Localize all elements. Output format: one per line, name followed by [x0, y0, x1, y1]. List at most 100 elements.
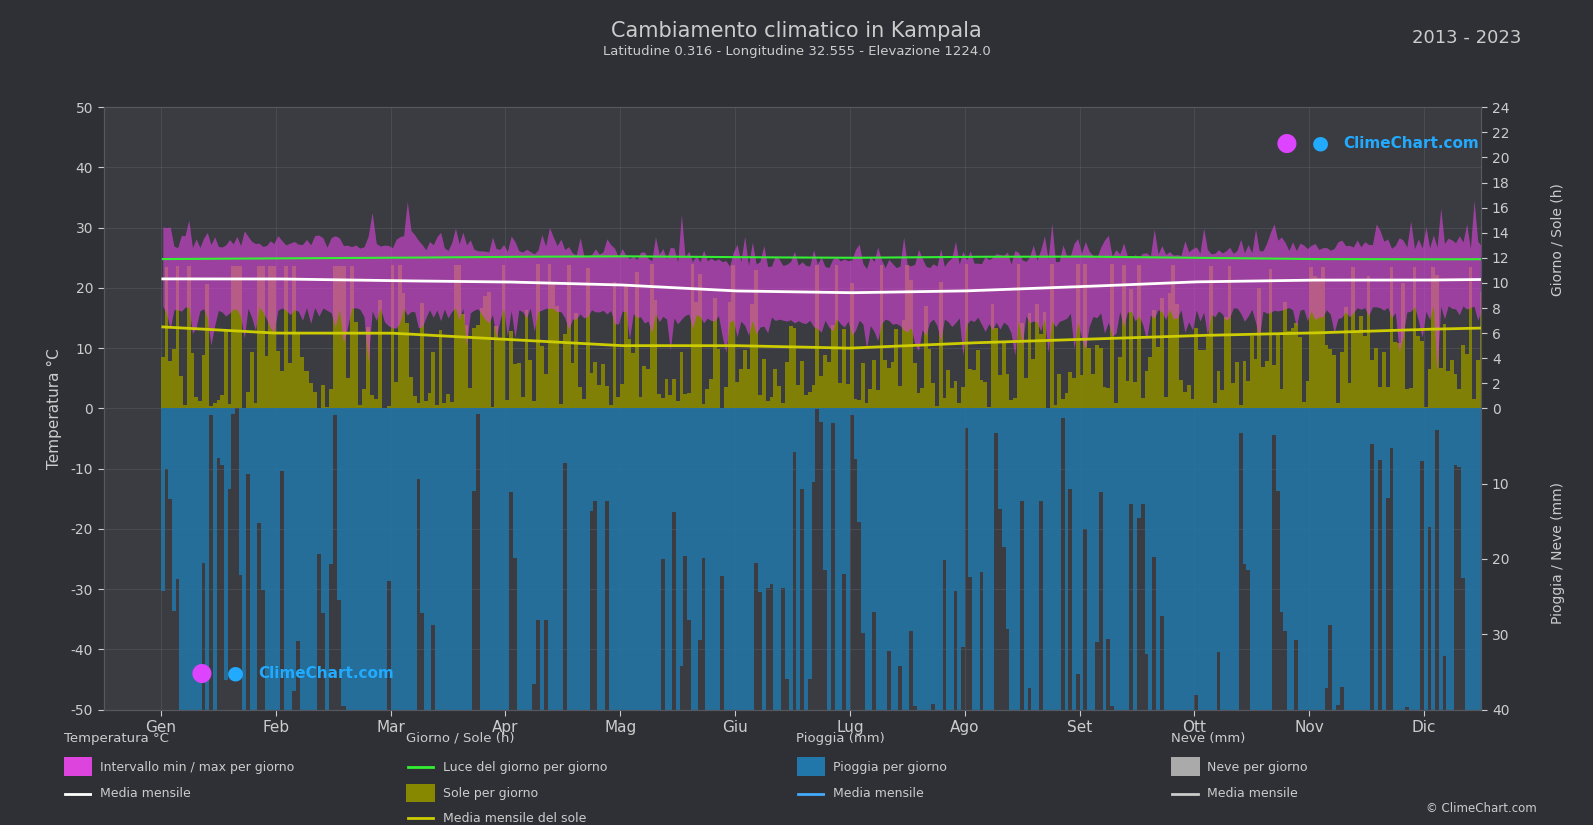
- Bar: [1424, 407, 1427, 408]
- Bar: [1450, 361, 1454, 408]
- Bar: [586, 408, 589, 825]
- Bar: [1458, 408, 1461, 467]
- Bar: [932, 383, 935, 408]
- Bar: [548, 264, 551, 408]
- Bar: [1413, 266, 1416, 408]
- Bar: [620, 408, 624, 825]
- Bar: [1107, 408, 1110, 639]
- Bar: [540, 408, 543, 825]
- Bar: [969, 369, 972, 408]
- Bar: [720, 408, 723, 576]
- Bar: [567, 265, 570, 408]
- Bar: [256, 266, 261, 408]
- Bar: [1480, 408, 1483, 825]
- Bar: [1351, 408, 1356, 754]
- Bar: [261, 408, 264, 590]
- Bar: [1343, 307, 1348, 408]
- Bar: [1223, 408, 1228, 825]
- Bar: [1035, 408, 1039, 825]
- Bar: [916, 408, 921, 808]
- Bar: [532, 408, 537, 684]
- Bar: [717, 408, 720, 729]
- Bar: [642, 366, 647, 408]
- Bar: [1239, 405, 1243, 408]
- Bar: [1386, 387, 1389, 408]
- Bar: [935, 408, 938, 825]
- Bar: [421, 303, 424, 408]
- Bar: [1021, 408, 1024, 501]
- Bar: [946, 370, 949, 408]
- Bar: [597, 408, 601, 825]
- Bar: [1536, 408, 1539, 733]
- Text: Sole per giorno: Sole per giorno: [443, 787, 538, 800]
- Bar: [1491, 408, 1494, 757]
- Bar: [616, 408, 620, 825]
- Bar: [706, 389, 709, 408]
- Bar: [723, 408, 728, 825]
- Bar: [854, 399, 857, 408]
- Bar: [401, 294, 406, 408]
- Bar: [793, 328, 796, 408]
- Bar: [378, 408, 382, 825]
- Bar: [1002, 408, 1005, 548]
- Bar: [194, 408, 198, 825]
- Bar: [312, 408, 317, 825]
- Bar: [346, 378, 349, 408]
- Bar: [256, 408, 261, 523]
- Bar: [1217, 371, 1220, 408]
- Bar: [1088, 347, 1091, 408]
- Bar: [728, 302, 731, 408]
- Bar: [1273, 408, 1276, 435]
- Bar: [468, 408, 472, 825]
- Bar: [1133, 408, 1137, 825]
- Bar: [913, 363, 916, 408]
- Bar: [717, 349, 720, 408]
- Bar: [1329, 349, 1332, 408]
- Bar: [264, 356, 268, 408]
- Bar: [894, 329, 898, 408]
- Bar: [562, 334, 567, 408]
- Bar: [913, 408, 916, 706]
- Bar: [416, 403, 421, 408]
- Bar: [868, 389, 871, 408]
- Bar: [647, 408, 650, 825]
- Bar: [832, 325, 835, 408]
- Bar: [247, 408, 250, 474]
- Bar: [1268, 269, 1273, 408]
- Bar: [465, 408, 468, 825]
- Bar: [239, 266, 242, 408]
- Bar: [330, 408, 333, 564]
- Bar: [1284, 408, 1287, 631]
- Bar: [1083, 408, 1088, 530]
- Bar: [898, 386, 902, 408]
- Bar: [1446, 371, 1450, 408]
- Bar: [1386, 408, 1389, 497]
- Bar: [401, 408, 406, 825]
- Bar: [624, 408, 628, 825]
- Bar: [943, 398, 946, 408]
- Bar: [706, 408, 709, 825]
- Bar: [338, 408, 341, 601]
- Text: Media mensile: Media mensile: [833, 787, 924, 800]
- Bar: [578, 387, 581, 408]
- Bar: [988, 407, 991, 408]
- Bar: [264, 408, 268, 825]
- Bar: [680, 408, 683, 666]
- Bar: [1190, 408, 1195, 825]
- Bar: [687, 393, 691, 408]
- Bar: [1080, 408, 1083, 825]
- Text: © ClimeChart.com: © ClimeChart.com: [1426, 802, 1537, 815]
- Bar: [1010, 408, 1013, 764]
- Bar: [465, 324, 468, 408]
- Bar: [658, 394, 661, 408]
- Bar: [161, 356, 164, 408]
- Bar: [1276, 408, 1279, 491]
- Bar: [902, 320, 905, 408]
- Bar: [879, 408, 883, 825]
- Bar: [320, 408, 325, 613]
- Bar: [1187, 408, 1190, 825]
- Bar: [816, 265, 819, 408]
- Bar: [378, 300, 382, 408]
- Bar: [969, 408, 972, 578]
- Bar: [320, 385, 325, 408]
